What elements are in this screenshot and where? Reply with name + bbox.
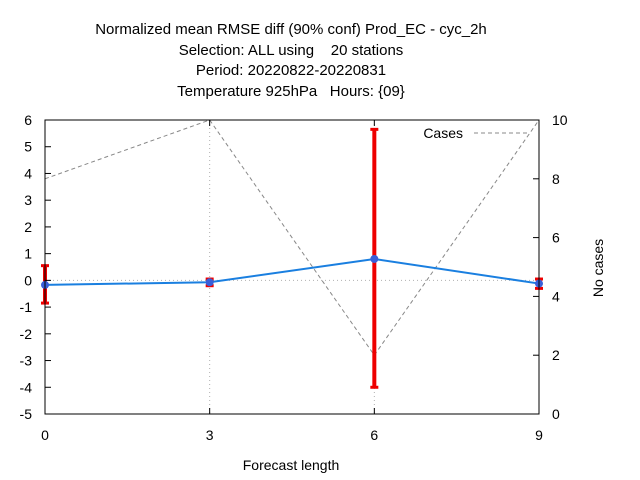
y2-axis-label: No cases [590, 239, 606, 297]
y-tick-label: -4 [20, 379, 33, 395]
rmse-point [370, 254, 379, 263]
y-tick-label: 5 [24, 139, 32, 155]
y2-tick-label: 2 [552, 347, 560, 363]
grid [45, 120, 539, 414]
title-line-1: Normalized mean RMSE diff (90% conf) Pro… [95, 21, 487, 38]
rmse-series [41, 127, 543, 389]
y-tick-label: -5 [20, 406, 33, 422]
plot-frame [44, 119, 540, 415]
y2-tick-label: 10 [552, 112, 568, 128]
y-tick-label: 1 [24, 246, 32, 262]
title-line-2: Selection: ALL using 20 stations [178, 41, 404, 59]
y-tick-label: 6 [24, 112, 32, 128]
y2-tick-label: 6 [552, 230, 560, 246]
chart-title: Normalized mean RMSE diff (90% conf) Pro… [0, 20, 582, 102]
y-tick-label: -2 [20, 326, 33, 342]
legend: Cases [423, 125, 530, 141]
axis-ticks: 0 3 6 9 -5 -4 -3 -2 -1 0 1 2 3 4 5 6 0 2 4 6 8 10 [20, 112, 568, 443]
y-tick-label: 2 [24, 219, 32, 235]
legend-label-cases: Cases [423, 125, 463, 141]
y-tick-label: -3 [20, 353, 33, 369]
y2-tick-label: 0 [552, 406, 560, 422]
y-tick-label: 4 [24, 165, 32, 181]
x-axis-label: Forecast length [243, 457, 340, 473]
rmse-point [205, 278, 214, 287]
title-line-3: Period: 20220822-20220831 [195, 62, 387, 79]
cases-line [44, 119, 540, 357]
x-tick-label: 6 [370, 427, 378, 443]
title-line-4: Temperature 925hPa Hours: {09} [177, 82, 405, 100]
x-tick-label: 0 [41, 427, 49, 443]
y-tick-label: -1 [20, 299, 33, 315]
cases-series [44, 119, 540, 357]
x-tick-label: 9 [535, 427, 543, 443]
rmse-line [44, 257, 540, 286]
x-tick-label: 3 [206, 427, 214, 443]
y-tick-label: 3 [24, 192, 32, 208]
y2-tick-label: 8 [552, 171, 560, 187]
y-tick-label: 0 [24, 272, 32, 288]
y2-tick-label: 4 [552, 288, 560, 304]
